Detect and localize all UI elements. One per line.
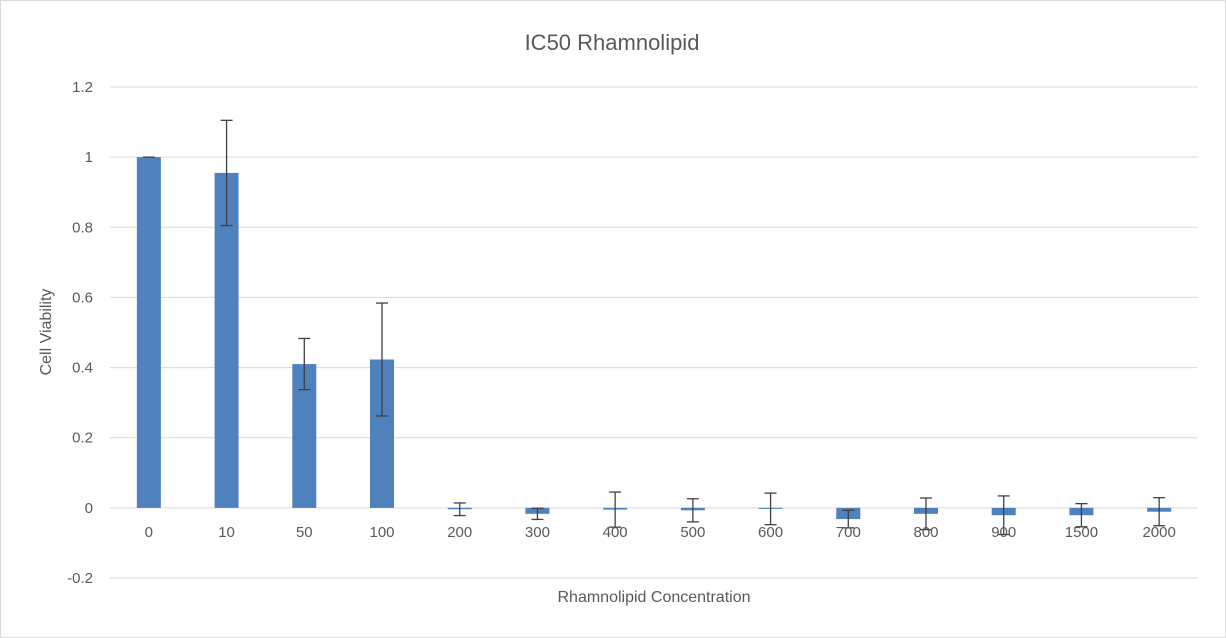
y-tick-label: 0.6	[72, 289, 93, 306]
grid	[110, 86, 1198, 579]
y-axis-ticks: 1.2 1 0.8 0.6 0.4 0.2 0 -0.2	[67, 79, 93, 587]
y-tick-label: 0.8	[72, 219, 93, 236]
x-tick-label: 900	[991, 524, 1016, 541]
y-tick-label: 0	[85, 500, 93, 517]
bars	[136, 157, 1172, 520]
x-tick-label: 0	[145, 524, 153, 541]
error-bars	[142, 119, 1166, 536]
x-tick-label: 400	[603, 524, 628, 541]
x-tick-label: 700	[836, 524, 861, 541]
x-tick-label: 500	[680, 524, 705, 541]
chart-title: IC50 Rhamnolipid	[525, 30, 700, 55]
x-tick-label: 100	[369, 524, 394, 541]
x-axis-ticks: 0 10 50 100 200 300 400 500 600 700 800 900 1500 2000	[145, 524, 1176, 541]
y-tick-label: 1.2	[72, 79, 93, 96]
x-tick-label: 10	[218, 524, 235, 541]
bar	[214, 172, 239, 508]
x-tick-label: 600	[758, 524, 783, 541]
x-tick-label: 2000	[1142, 524, 1175, 541]
y-axis-label: Cell Viability	[38, 289, 55, 376]
bar	[136, 157, 161, 508]
y-tick-label: -0.2	[67, 570, 93, 587]
y-tick-label: 1	[85, 149, 93, 166]
y-tick-label: 0.4	[72, 360, 93, 377]
y-tick-label: 0.2	[72, 430, 93, 447]
x-tick-label: 200	[447, 524, 472, 541]
x-tick-label: 800	[913, 524, 938, 541]
x-tick-label: 1500	[1065, 524, 1098, 541]
x-tick-label: 50	[296, 524, 313, 541]
x-axis-label: Rhamnolipid Concentration	[558, 589, 751, 606]
x-tick-label: 300	[525, 524, 550, 541]
